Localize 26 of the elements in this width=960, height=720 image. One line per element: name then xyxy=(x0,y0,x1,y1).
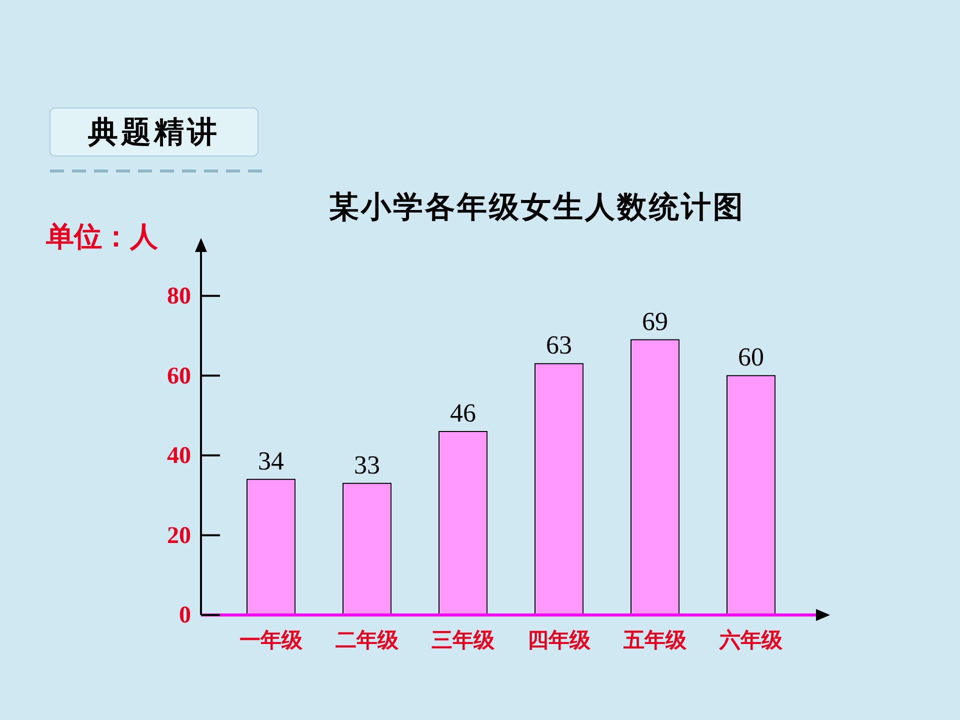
data-label: 34 xyxy=(258,446,284,476)
x-tick-label: 四年级 xyxy=(528,628,592,652)
text: 典题精讲 xyxy=(87,116,220,149)
y-tick-label: 80 xyxy=(167,284,191,310)
bar xyxy=(534,363,584,616)
data-label: 46 xyxy=(450,398,476,428)
bar xyxy=(246,478,296,616)
y-axis-title: 单位：人 xyxy=(45,222,159,253)
y-tick-label: 60 xyxy=(167,363,191,390)
data-label: 60 xyxy=(738,342,764,372)
x-tick-label: 五年级 xyxy=(622,628,688,652)
x-tick-label: 三年级 xyxy=(432,628,496,652)
data-label: 63 xyxy=(546,330,572,360)
y-tick-label: 20 xyxy=(167,522,191,549)
x-tick-label: 六年级 xyxy=(718,628,784,652)
y-tick-label: 40 xyxy=(167,443,191,470)
bar xyxy=(726,375,776,616)
bar xyxy=(438,431,488,616)
bar xyxy=(630,339,680,616)
y-tick-label: 0 xyxy=(179,602,191,629)
x-tick-label: 二年级 xyxy=(336,628,400,652)
data-label: 33 xyxy=(354,450,380,480)
bar xyxy=(342,482,392,616)
data-label: 69 xyxy=(642,306,668,336)
x-tick-label: 一年级 xyxy=(240,628,304,652)
chart-title: 某小学各年级女生人数统计图 xyxy=(329,191,745,224)
